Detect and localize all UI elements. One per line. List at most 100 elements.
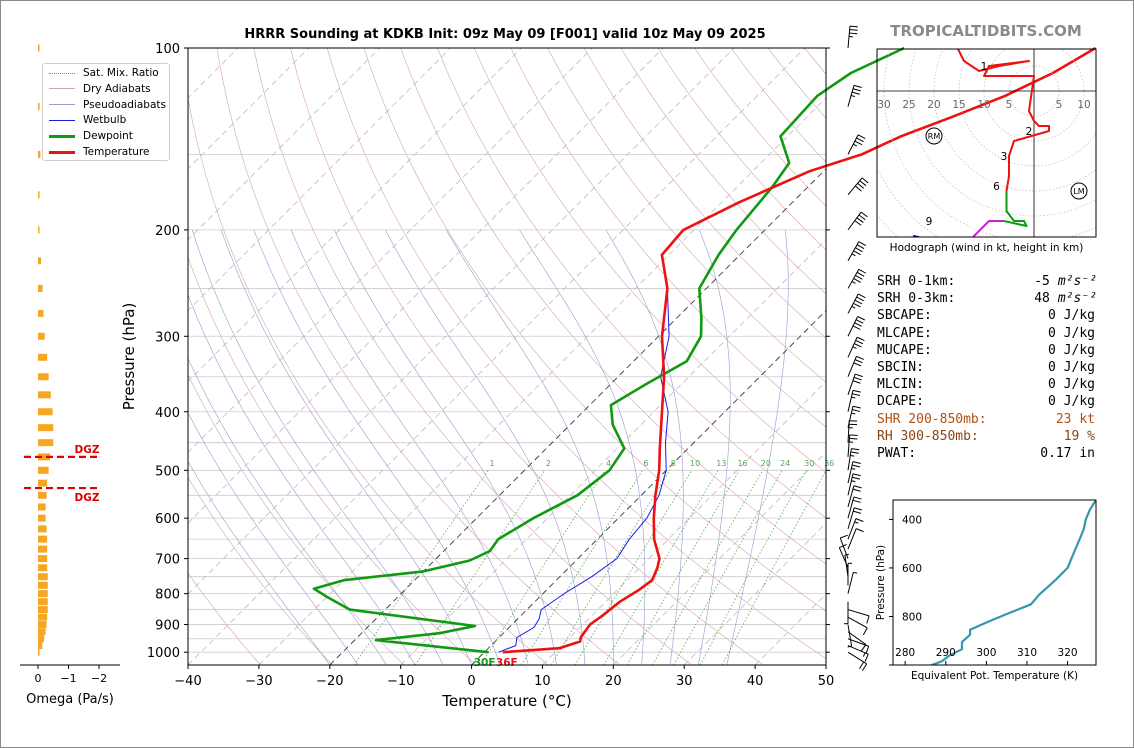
omega-bar xyxy=(38,150,41,158)
wind-barb-flag xyxy=(859,661,865,670)
omega-bar xyxy=(38,391,51,399)
omega-bar xyxy=(38,466,49,474)
dry-adiabat xyxy=(188,476,333,665)
wind-barb-half xyxy=(853,143,858,147)
stat-value: -5 xyxy=(1034,274,1050,289)
wind-barb-flag xyxy=(858,241,867,247)
hodograph-caption: Hodograph (wind in kt, height in km) xyxy=(890,242,1084,254)
wind-barb-flag xyxy=(852,389,861,393)
wind-barb xyxy=(847,84,862,107)
chart-legend: Sat. Mix. Ratio Dry Adiabats Pseudoadiabat… xyxy=(42,63,170,161)
wind-barb-staff xyxy=(847,211,862,231)
omega-bar xyxy=(38,525,47,533)
wind-barb-half xyxy=(850,454,855,457)
pseudoadiabat xyxy=(188,357,387,665)
omega-bar xyxy=(38,191,40,199)
wind-barb-staff xyxy=(847,473,854,496)
wind-barb xyxy=(847,373,863,395)
wind-barb-flag xyxy=(851,91,860,95)
wind-barb-staff xyxy=(847,496,855,519)
wind-barb-flag xyxy=(857,134,866,139)
pseudoadiabat xyxy=(188,460,331,665)
wind-barb-flag xyxy=(852,88,861,92)
isotherm-line xyxy=(188,48,735,595)
wind-barb xyxy=(847,434,858,457)
wind-barb-flag xyxy=(856,137,864,143)
legend-entry: Dewpoint xyxy=(49,130,133,142)
stat-value: 0 J/kg xyxy=(1048,308,1095,324)
legend-swatch xyxy=(49,119,75,121)
stat-value: 0 J/kg xyxy=(1048,342,1095,358)
wind-barb-flag xyxy=(865,646,870,654)
wind-barb-flag xyxy=(857,316,866,321)
wind-barb-flag xyxy=(852,499,861,503)
hodograph-ring-label: 5 xyxy=(1056,99,1063,111)
wind-barb xyxy=(847,616,868,636)
omega-bar xyxy=(38,453,51,461)
stat-value: 0.17 in xyxy=(1040,446,1095,462)
omega-bar xyxy=(38,408,53,416)
wind-barb-flag xyxy=(861,177,869,184)
legend-swatch xyxy=(49,72,75,74)
wind-barb-flag xyxy=(858,268,867,274)
stat-value: 0 J/kg xyxy=(1048,394,1095,410)
wind-barb-staff xyxy=(847,616,868,629)
omega-bar xyxy=(38,479,48,487)
wind-barb-flag xyxy=(854,322,862,327)
stat-label: MUCAPE: xyxy=(877,342,932,358)
hodograph-trace xyxy=(972,220,1004,237)
legend-entry: Sat. Mix. Ratio xyxy=(49,67,159,79)
wind-barb-flag xyxy=(861,663,868,671)
wind-barb xyxy=(847,268,867,289)
dry-adiabat xyxy=(253,48,692,665)
wind-barb-flag xyxy=(852,409,861,412)
dry-adiabat xyxy=(188,96,549,665)
omega-bar xyxy=(38,332,45,340)
wind-barb-flag xyxy=(864,654,869,662)
omega-bar xyxy=(38,635,45,643)
wind-barb-staff xyxy=(847,434,851,457)
omega-bar xyxy=(38,503,46,511)
thetae-y-axis-label: Pressure (hPa) xyxy=(875,545,887,620)
wind-barb xyxy=(847,631,867,652)
mixing-ratio-line xyxy=(721,470,826,665)
wind-barb-staff xyxy=(847,507,855,530)
x-axis-label: Temperature (°C) xyxy=(441,692,571,710)
omega-bar xyxy=(38,598,48,606)
stat-label: SRH 0-1km: xyxy=(877,274,956,289)
wind-barb-flag xyxy=(855,518,864,522)
wind-barb xyxy=(844,601,849,625)
legend-label: Temperature xyxy=(83,146,150,158)
wind-barb-half xyxy=(851,480,856,483)
wind-barb xyxy=(847,609,870,624)
wind-barb-flag xyxy=(860,211,868,218)
wind-barb-flag xyxy=(849,437,858,440)
legend-swatch xyxy=(49,104,75,106)
hodograph-height-label: 6 xyxy=(993,181,1000,193)
mixing-ratio-line xyxy=(353,470,489,665)
stat-label: SBCIN: xyxy=(877,360,924,376)
omega-bar xyxy=(38,606,48,614)
stat-row: SBCAPE: 0 J/kg xyxy=(877,307,1097,324)
stat-value: 0 J/kg xyxy=(1048,377,1095,393)
storm-motion-marker xyxy=(925,127,943,145)
wind-barb-flag xyxy=(853,496,862,500)
wind-barb-staff xyxy=(847,518,857,540)
wind-barb-staff xyxy=(844,554,849,577)
omega-bar xyxy=(38,590,48,598)
stat-row-srh01: SRH 0-1km: -5 m²s⁻² xyxy=(877,273,1097,290)
omega-bar xyxy=(38,642,43,650)
wind-barb-staff xyxy=(847,461,854,484)
wind-barb-flag xyxy=(855,319,864,324)
x-tick-label: 40 xyxy=(747,674,764,689)
legend-label: Dry Adiabats xyxy=(83,82,151,95)
stat-value: 48 xyxy=(1034,291,1050,307)
y-axis-label: Pressure (hPa) xyxy=(120,303,138,411)
legend-entry: Wetbulb xyxy=(49,114,126,126)
thetae-x-tick-label: 280 xyxy=(895,647,915,659)
omega-bar xyxy=(38,439,54,447)
omega-bar xyxy=(38,613,48,621)
omega-bar xyxy=(38,309,44,317)
mixing-ratio-label: 20 xyxy=(761,459,771,468)
stat-label: DCAPE: xyxy=(877,394,924,410)
